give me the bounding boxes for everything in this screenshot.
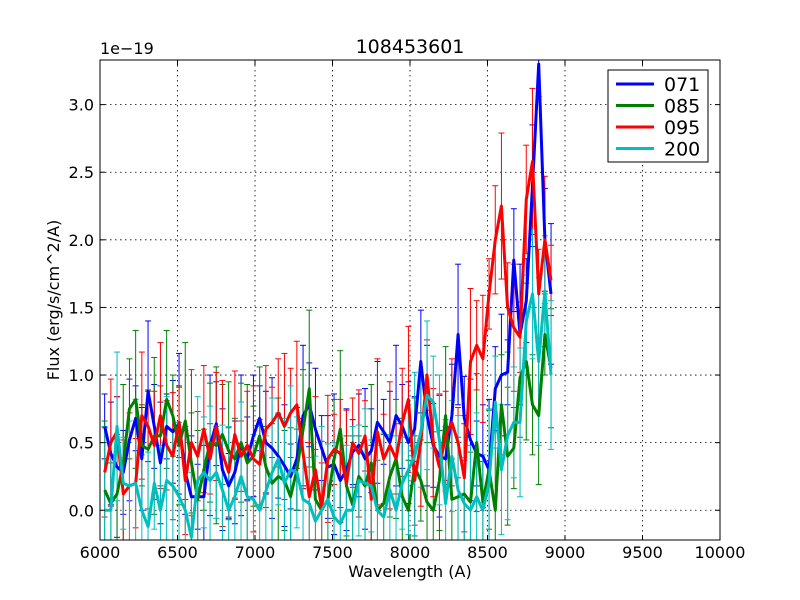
x-tick-label: 9500 — [622, 543, 663, 562]
y-tick-label: 3.0 — [69, 96, 94, 115]
y-tick-label: 2.0 — [69, 231, 94, 250]
y-tick-label: 2.5 — [69, 163, 94, 182]
x-tick-label: 9000 — [545, 543, 586, 562]
legend-label-071: 071 — [664, 74, 700, 96]
x-tick-label: 8500 — [467, 543, 508, 562]
legend-label-200: 200 — [664, 139, 700, 161]
x-axis-label: Wavelength (A) — [348, 562, 471, 581]
x-tick-label: 8000 — [390, 543, 431, 562]
x-tick-label: 6000 — [80, 543, 121, 562]
y-tick-label: 1.5 — [69, 298, 94, 317]
y-offset-label: 1e−19 — [100, 39, 154, 58]
legend-label-085: 085 — [664, 96, 700, 118]
series-lines — [103, 62, 553, 539]
x-tick-label: 10000 — [695, 543, 746, 562]
axis-ticks: 6000 6500 7000 7500 8000 8500 9000 9500 10000 0.0… — [69, 60, 746, 562]
series-200-line — [104, 289, 553, 539]
legend-label-095: 095 — [664, 117, 700, 139]
y-tick-label: 0.5 — [69, 434, 94, 453]
grid — [100, 60, 720, 540]
x-tick-label: 6500 — [157, 543, 198, 562]
series-095-line — [103, 159, 553, 509]
x-tick-label: 7500 — [312, 543, 353, 562]
chart-title: 108453601 — [356, 36, 465, 58]
y-axis-label: Flux (erg/s/cm^2/A) — [44, 220, 63, 381]
y-tick-label: 1.0 — [69, 366, 94, 385]
y-tick-label: 0.0 — [69, 501, 94, 520]
x-tick-label: 7000 — [235, 543, 276, 562]
